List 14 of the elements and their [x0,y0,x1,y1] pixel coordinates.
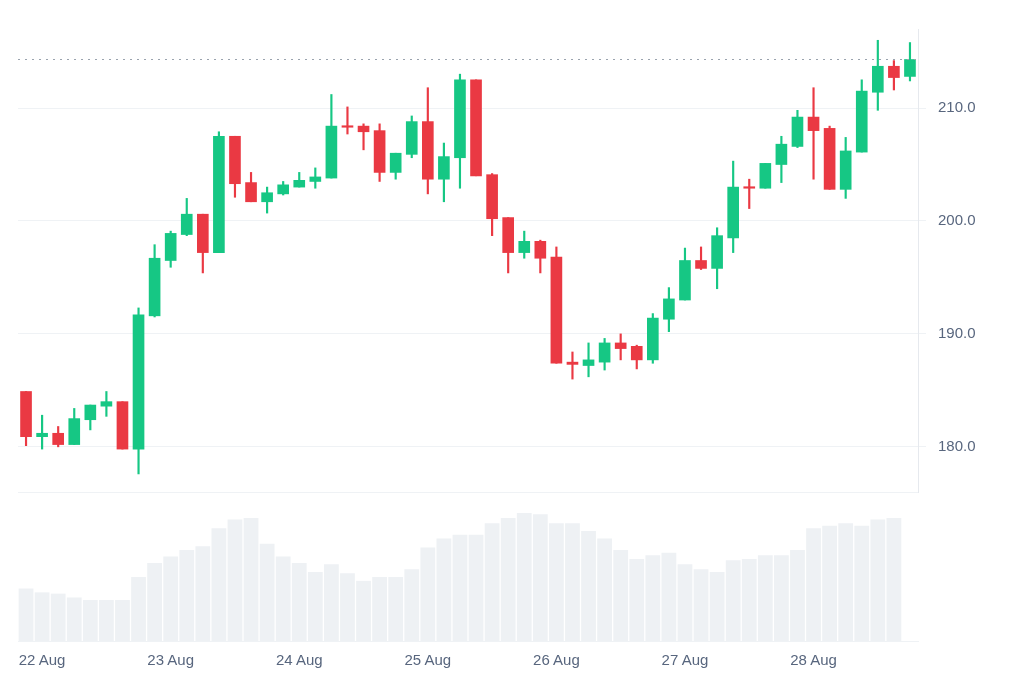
x-tick-label: 22 Aug [18,651,66,669]
candlestick [807,87,820,180]
x-tick-label: 28 Aug [790,651,837,669]
y-tick-label: 180.0 [938,436,976,454]
x-tick-label: 27 Aug [661,651,709,669]
x-tick-label: 23 Aug [147,651,195,669]
candlestick [566,351,579,380]
y-tick-label: 210.0 [938,98,976,116]
candlestick [341,106,354,135]
y-tick-label: 200.0 [938,211,976,229]
x-tick-label: 26 Aug [533,651,580,669]
x-tick-label: 25 Aug [404,651,452,669]
x-tick-label: 24 Aug [275,651,323,669]
y-tick-label: 190.0 [938,324,976,342]
